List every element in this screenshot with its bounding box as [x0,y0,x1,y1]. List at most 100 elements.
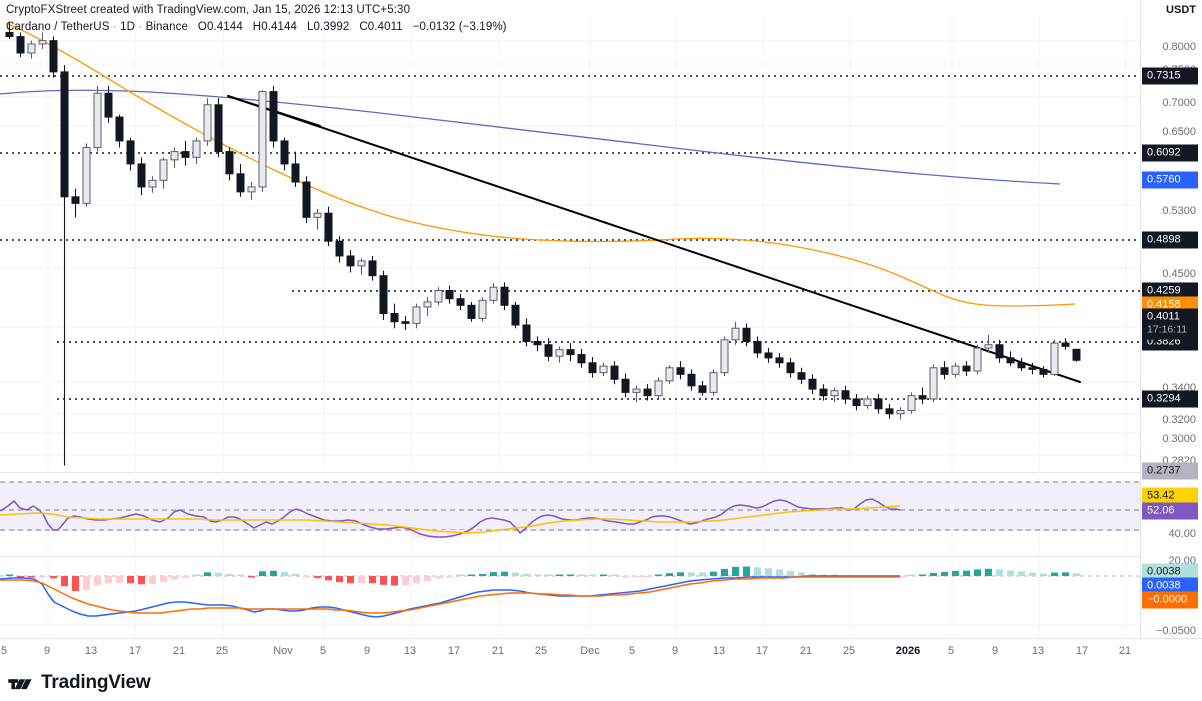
macd-histogram-bar [457,574,464,576]
rsi-pane[interactable] [0,476,1140,556]
current-price-label[interactable]: 0.4011 17:16:11 [1142,308,1198,340]
macd-pane[interactable] [0,558,1140,638]
macd-histogram-bar [985,568,992,576]
macd-histogram-bar [369,576,376,584]
candle-body [269,91,278,142]
candle-body [335,240,344,257]
candle-body [566,349,575,356]
candle-body [522,324,531,342]
price-axis-label[interactable]: 0.4898 [1142,231,1198,249]
macd-histogram-bar [699,572,706,576]
price-axis-label[interactable]: 0.4259 [1142,282,1198,300]
price-axis-label[interactable]: 52.06 [1142,502,1198,520]
macd-histogram-bar [380,576,387,585]
macd-histogram-bar [963,570,970,576]
macd-histogram-bar [710,571,717,576]
candle-body [885,408,894,415]
rsi-grid [47,476,1127,556]
pane-divider-macd [0,556,1202,557]
footer-bar: TradingView [0,664,1202,701]
candle-body [742,327,751,342]
candle-body [764,352,773,359]
macd-histogram-bar [83,576,90,590]
candle-body [621,378,630,393]
macd-histogram-bar [732,566,739,576]
price-axis-label[interactable]: −0.0000 [1142,591,1198,609]
legend-symbol[interactable]: Cardano / TetherUS [6,21,110,33]
candle-body [1028,367,1037,370]
price-axis-label[interactable]: 0.0038 [1142,577,1198,595]
candle-body [93,92,102,148]
macd-histogram-bar [292,573,299,576]
candle-body [170,151,179,161]
candle-body [423,301,432,308]
macd-histogram-bar [215,572,222,576]
time-axis-label: 17 [447,645,461,657]
candle-body [863,398,872,407]
macd-histogram-bar [655,574,662,576]
candle-body [181,151,190,158]
candle-body [104,92,113,118]
macd-histogram-bar [325,576,332,581]
price-axis[interactable]: USDT 0.80000.75000.70000.65000.53000.450… [1140,0,1202,638]
macd-line [0,575,900,618]
tradingview-logo[interactable]: TradingView [8,672,151,694]
candle-body [1072,348,1081,361]
macd-histogram-bar [303,576,310,578]
candle-body [951,365,960,375]
candle-body [5,31,14,38]
price-axis-label[interactable]: 0.6092 [1142,144,1198,162]
legend-interval[interactable]: 1D [120,21,136,33]
macd-histogram-bar [688,572,695,576]
price-axis-label[interactable]: 0.3294 [1142,390,1198,408]
candle-body [1017,362,1026,369]
legend-low: L0.3992 [307,21,350,33]
tradingview-logo-icon [8,678,32,689]
candle-body [38,40,47,45]
macd-histogram-bar [501,571,508,576]
candle-body [302,181,311,218]
macd-histogram-bar [919,574,926,576]
candle-body [71,196,80,204]
candle-body [247,186,256,193]
macd-histogram-bar [743,566,750,576]
macd-histogram-bar [204,572,211,576]
macd-histogram-bar [358,576,365,584]
time-axis-label: 21 [491,645,505,657]
candle-body [291,163,300,183]
macd-histogram-bar [611,574,618,576]
macd-histogram-bar [116,576,123,583]
time-axis-label: 13 [1031,645,1045,657]
price-axis-label[interactable]: 53.42 [1142,487,1198,505]
legend-change: −0.0132 (−3.19%) [412,21,507,33]
macd-histogram-bar [490,572,497,576]
price-axis-label[interactable]: 0.7315 [1142,67,1198,85]
price-axis-label[interactable]: 0.2737 [1142,462,1198,480]
time-axis-label: 2026 [895,645,921,657]
macd-histogram-bar [666,573,673,576]
macd-histogram-bar [61,576,68,587]
time-axis-label: 17 [1075,645,1089,657]
price-level-lines [0,75,1140,400]
price-axis-label[interactable]: 0.5760 [1142,171,1198,189]
macd-histogram-bar [721,569,728,576]
price-axis-label[interactable]: 0.0038 [1142,563,1198,581]
time-axis[interactable]: 5 9 13 17 21 25 Nov 5 9 13 17 21 25 Dec 5 9 13 17 21 25 2026… [0,638,1202,664]
macd-histogram-bar [534,574,541,576]
macd-histogram-bar [17,576,24,578]
legend-close: C0.4011 [359,21,403,33]
candle-body [1006,357,1015,364]
price-grid [0,16,1140,468]
macd-histogram-bar [765,568,772,576]
macd-histogram-bar [468,574,475,576]
macd-histogram-bar [974,569,981,576]
macd-histogram-bar [314,576,321,579]
macd-histogram-bar [270,570,277,576]
macd-histogram-bar [248,576,255,578]
candlestick-series [5,22,1081,466]
macd-histogram-bar [600,574,607,576]
time-axis-label: 9 [363,645,371,657]
price-pane[interactable] [0,16,1140,468]
candle-body [775,357,784,364]
